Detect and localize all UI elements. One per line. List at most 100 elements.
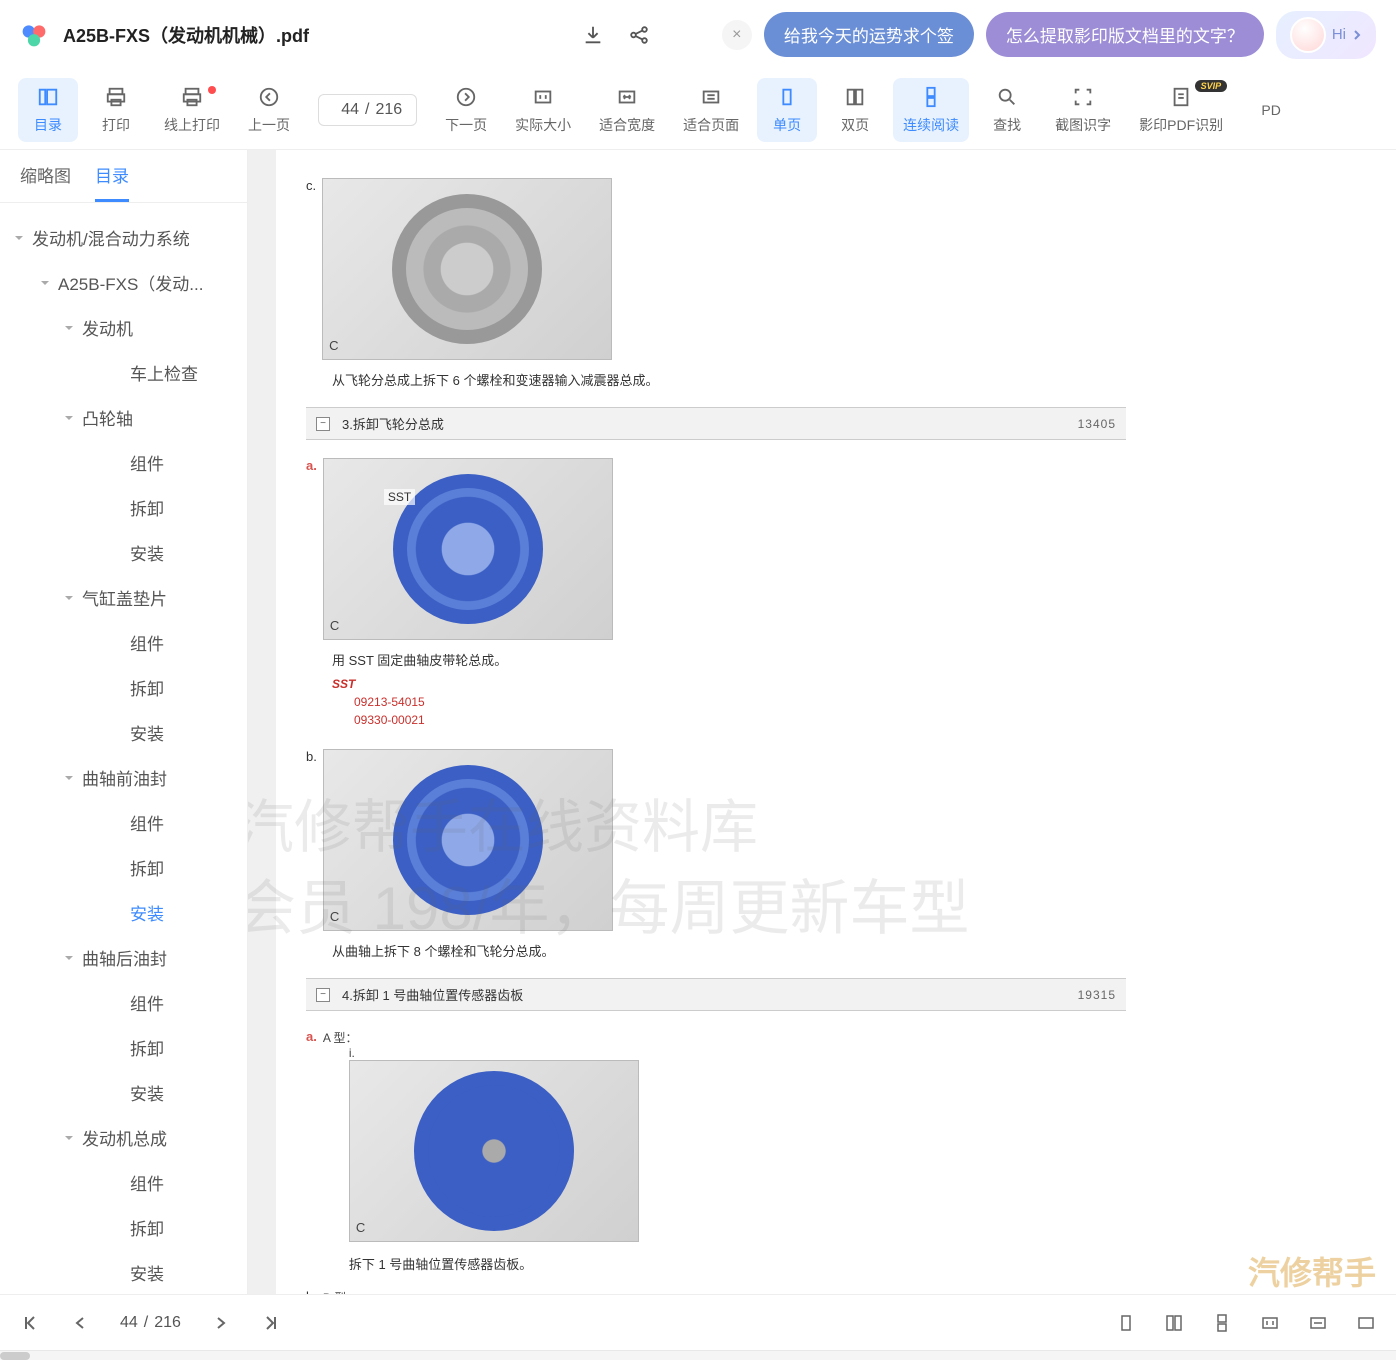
tool-actual-size[interactable]: 实际大小	[505, 78, 581, 142]
step-label-a2: a.	[306, 1029, 317, 1273]
toc-item[interactable]: 安装	[0, 1250, 247, 1294]
tool-next-page[interactable]: 下一页	[435, 78, 497, 142]
header: A25B-FXS（发动机机械）.pdf × 给我今天的运势求个签 怎么提取影印版…	[0, 0, 1396, 70]
share-icon[interactable]	[626, 22, 652, 48]
toc-item-label: 发动机/混合动力系统	[32, 225, 190, 250]
page-current-field[interactable]	[333, 101, 359, 119]
toc-item-label: 拆卸	[130, 1035, 164, 1060]
toc-item[interactable]: 拆卸	[0, 1205, 247, 1250]
toc-tree[interactable]: 发动机/混合动力系统A25B-FXS（发动...发动机车上检查凸轮轴组件拆卸安装…	[0, 203, 247, 1294]
fit-page-icon	[699, 85, 723, 109]
tool-prev-page[interactable]: 上一页	[238, 78, 300, 142]
toc-item[interactable]: 发动机总成	[0, 1115, 247, 1160]
tool-fit-width[interactable]: 适合宽度	[589, 78, 665, 142]
caret-icon	[62, 591, 76, 605]
toc-item[interactable]: 拆卸	[0, 665, 247, 710]
ai-suggestion-2[interactable]: 怎么提取影印版文档里的文字？	[986, 12, 1264, 57]
toc-item[interactable]: 组件	[0, 1160, 247, 1205]
toc-item[interactable]: 发动机/混合动力系统	[0, 215, 247, 260]
tool-find[interactable]: 查找	[977, 78, 1037, 142]
single-page-icon	[775, 85, 799, 109]
tool-screenshot-ocr[interactable]: 截图识字	[1045, 78, 1121, 142]
sst-block: SST 09213-54015 09330-00021	[332, 675, 1126, 729]
toc-item[interactable]: 曲轴前油封	[0, 755, 247, 800]
view-actual-icon[interactable]	[1260, 1313, 1280, 1333]
caret-icon	[110, 366, 124, 380]
ai-suggestion-1[interactable]: 给我今天的运势求个签	[764, 12, 974, 57]
tool-pdl[interactable]: PD	[1241, 78, 1301, 142]
view-continuous-icon[interactable]	[1212, 1313, 1232, 1333]
collapse-icon[interactable]: −	[316, 988, 330, 1002]
last-page-icon[interactable]	[261, 1313, 281, 1333]
toc-item[interactable]: 组件	[0, 980, 247, 1025]
toc-item[interactable]: 拆卸	[0, 845, 247, 890]
document-viewport[interactable]: c. C 从飞轮分总成上拆下 6 个螺栓和变速器输入减震器总成。 − 3.拆卸飞…	[248, 150, 1396, 1294]
section-4-header[interactable]: − 4.拆卸 1 号曲轴位置传感器齿板 19315	[306, 978, 1126, 1011]
toc-item[interactable]: 凸轮轴	[0, 395, 247, 440]
caret-icon	[62, 951, 76, 965]
step-label-b: b.	[306, 749, 317, 931]
tab-thumbnails[interactable]: 缩略图	[20, 162, 71, 202]
screenshot-ocr-icon	[1071, 85, 1095, 109]
toc-item[interactable]: 气缸盖垫片	[0, 575, 247, 620]
toc-item-label: 曲轴前油封	[82, 765, 167, 790]
toc-item[interactable]: 拆卸	[0, 1025, 247, 1070]
actual-size-icon	[531, 85, 555, 109]
toc-item[interactable]: 安装	[0, 710, 247, 755]
toc-item[interactable]: 发动机	[0, 305, 247, 350]
toc-item[interactable]: A25B-FXS（发动...	[0, 260, 247, 305]
horizontal-scrollbar[interactable]	[0, 1350, 1396, 1360]
tool-continuous[interactable]: 连续阅读	[893, 78, 969, 142]
prev-page-footer-icon[interactable]	[70, 1313, 90, 1333]
figure-a2: C	[349, 1060, 639, 1242]
caret-icon	[110, 996, 124, 1010]
caret-icon	[110, 816, 124, 830]
toc-item[interactable]: 车上检查	[0, 350, 247, 395]
next-page-footer-icon[interactable]	[211, 1313, 231, 1333]
download-icon[interactable]	[580, 22, 606, 48]
collapse-icon[interactable]: −	[316, 417, 330, 431]
toc-item[interactable]: 曲轴后油封	[0, 935, 247, 980]
toc-item-label: 车上检查	[130, 360, 198, 385]
caret-icon	[62, 1131, 76, 1145]
toolbar: 目录 打印 线上打印 上一页 / 216 下一页 实际大小	[0, 70, 1396, 150]
toc-item[interactable]: 安装	[0, 890, 247, 935]
toc-item[interactable]: 安装	[0, 1070, 247, 1115]
view-double-icon[interactable]	[1164, 1313, 1184, 1333]
toc-item[interactable]: 拆卸	[0, 485, 247, 530]
view-fitwidth-icon[interactable]	[1308, 1313, 1328, 1333]
tool-double-page[interactable]: 双页	[825, 78, 885, 142]
ai-avatar-icon	[1290, 17, 1326, 53]
notification-dot-icon	[208, 86, 216, 94]
toc-item-label: 组件	[130, 1170, 164, 1195]
page-number-input[interactable]: / 216	[318, 94, 417, 126]
section-3-header[interactable]: − 3.拆卸飞轮分总成 13405	[306, 407, 1126, 440]
view-single-icon[interactable]	[1116, 1313, 1136, 1333]
toc-item[interactable]: 组件	[0, 440, 247, 485]
first-page-icon[interactable]	[20, 1313, 40, 1333]
toc-item-label: 安装	[130, 540, 164, 565]
tool-pdf-ocr[interactable]: SVIP 影印PDF识别	[1129, 78, 1233, 142]
toc-item-label: 安装	[130, 900, 164, 925]
caret-icon	[110, 1041, 124, 1055]
tool-online-print[interactable]: 线上打印	[154, 78, 230, 142]
footer: 44/216	[0, 1294, 1396, 1350]
ai-assistant-button[interactable]: Hi	[1276, 11, 1376, 59]
caret-icon	[62, 321, 76, 335]
tool-fit-page[interactable]: 适合页面	[673, 78, 749, 142]
tool-toc[interactable]: 目录	[18, 78, 78, 142]
toc-item-label: 组件	[130, 630, 164, 655]
caption-b: 从曲轴上拆下 8 个螺栓和飞轮分总成。	[332, 941, 1126, 960]
close-suggestion-icon[interactable]: ×	[722, 20, 752, 50]
caret-icon	[110, 1086, 124, 1100]
tool-single-page[interactable]: 单页	[757, 78, 817, 142]
view-fitpage-icon[interactable]	[1356, 1313, 1376, 1333]
tool-print[interactable]: 打印	[86, 78, 146, 142]
toc-item[interactable]: 安装	[0, 530, 247, 575]
step-label-b2: b.	[306, 1289, 317, 1294]
caret-icon	[110, 501, 124, 515]
tab-toc[interactable]: 目录	[95, 162, 129, 202]
pdf-page: c. C 从飞轮分总成上拆下 6 个螺栓和变速器输入减震器总成。 − 3.拆卸飞…	[276, 150, 1156, 1294]
toc-item[interactable]: 组件	[0, 800, 247, 845]
toc-item[interactable]: 组件	[0, 620, 247, 665]
